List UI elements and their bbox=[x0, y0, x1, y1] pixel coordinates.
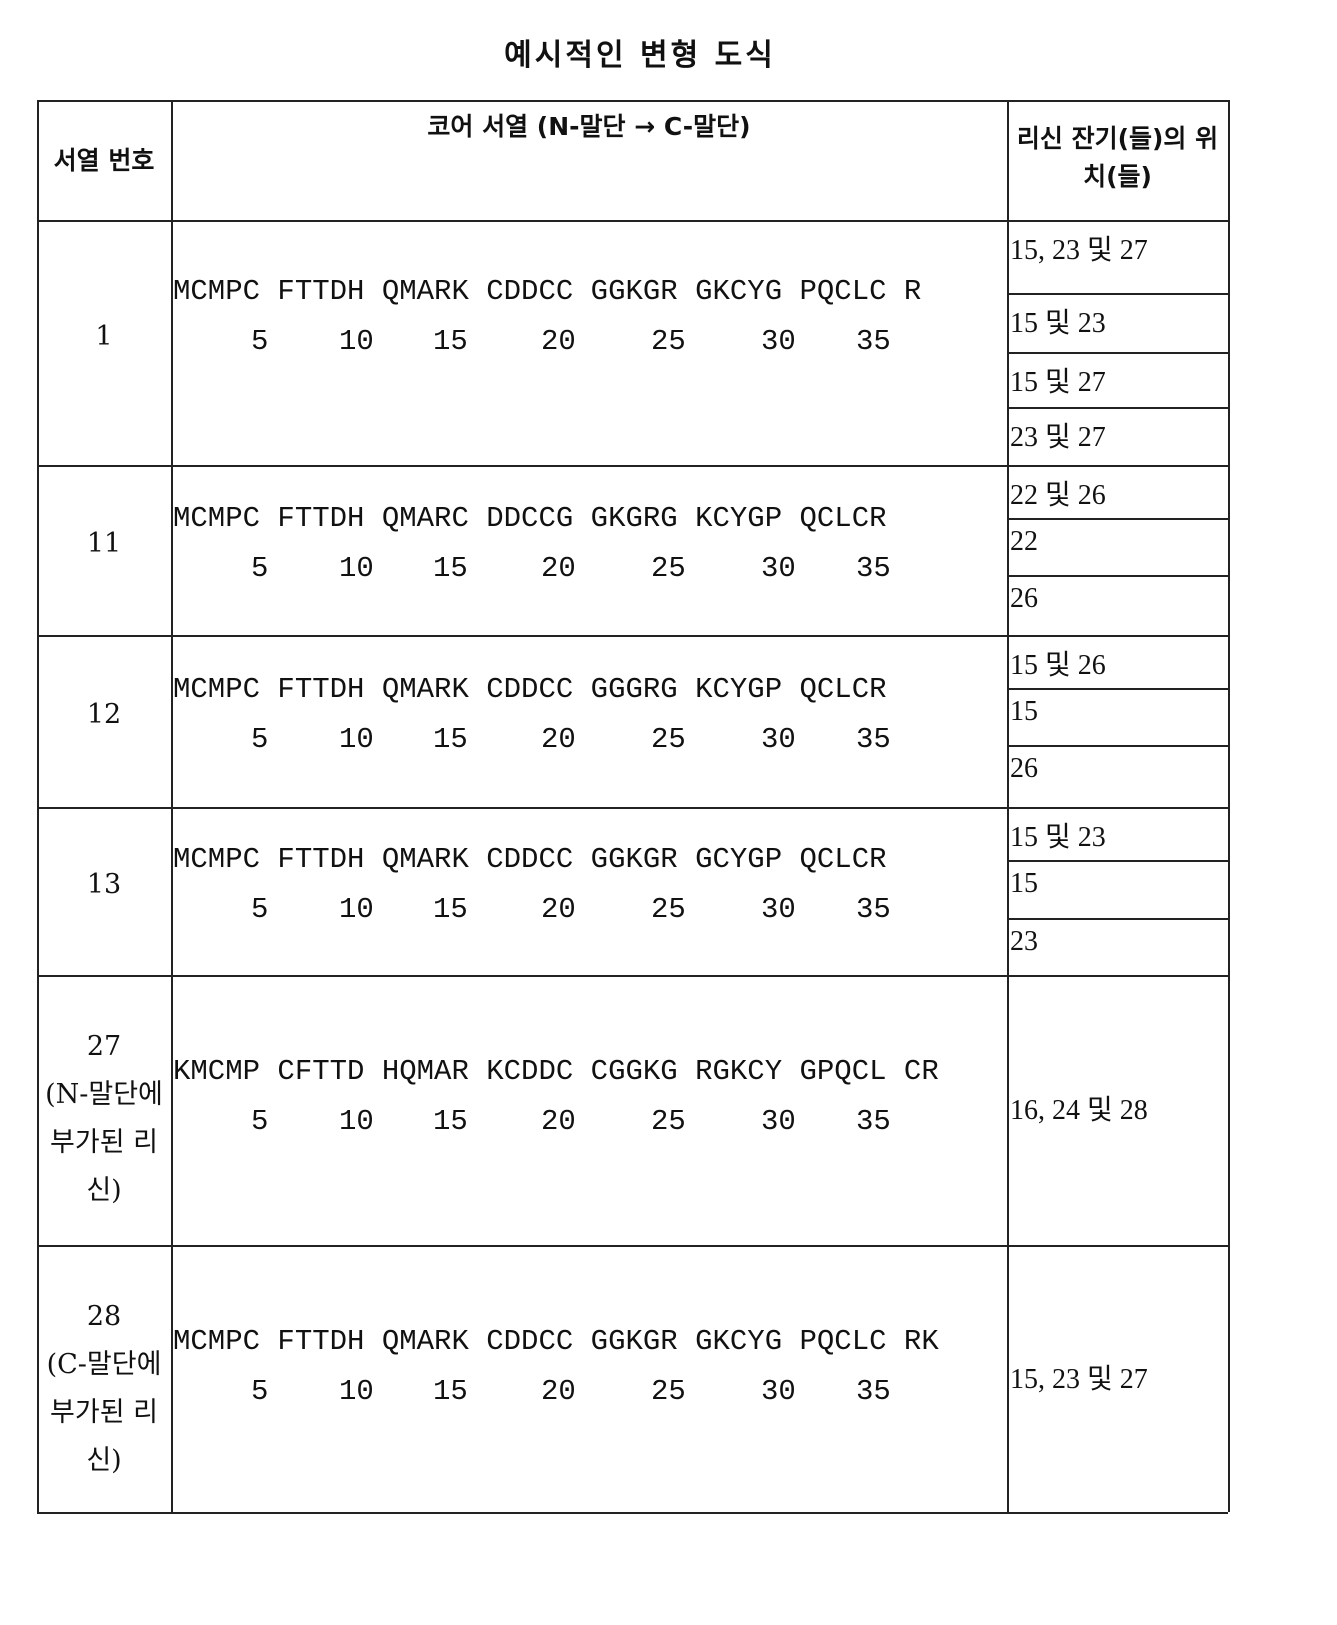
row-divider bbox=[37, 1245, 1228, 1247]
lysine-position: 15 및 23 bbox=[1010, 815, 1106, 855]
lysine-position: 15 및 27 bbox=[1010, 360, 1106, 400]
residue-number: 5 bbox=[251, 893, 268, 926]
residue-number: 30 bbox=[761, 723, 796, 756]
sub-row-divider bbox=[1007, 860, 1228, 862]
lysine-position: 26 bbox=[1010, 753, 1038, 785]
residue-number: 25 bbox=[651, 893, 686, 926]
lysine-position: 15 및 23 bbox=[1010, 301, 1106, 341]
sequence-text: MCMPC FTTDH QMARC DDCCG GKGRG KCYGP QCLC… bbox=[173, 502, 887, 535]
header-lysine-positions: 리신 잔기(들)의 위치(들) bbox=[1012, 120, 1223, 196]
row-divider bbox=[37, 807, 1228, 809]
lysine-position: 15 bbox=[1010, 868, 1038, 900]
page-title: 예시적인 변형 도식 bbox=[0, 30, 1280, 74]
residue-number: 15 bbox=[433, 1375, 468, 1408]
residue-number: 10 bbox=[339, 552, 374, 585]
residue-number: 20 bbox=[541, 552, 576, 585]
sub-row-divider bbox=[1007, 293, 1228, 295]
row-divider bbox=[37, 465, 1228, 467]
sequence-text: MCMPC FTTDH QMARK CDDCC GGKGR GCYGP QCLC… bbox=[173, 843, 887, 876]
sequence-id-number: 27 bbox=[37, 1023, 171, 1071]
residue-number: 20 bbox=[541, 1375, 576, 1408]
lysine-position: 15 및 26 bbox=[1010, 643, 1106, 683]
residue-number: 5 bbox=[251, 325, 268, 358]
column-divider bbox=[1228, 100, 1230, 1512]
sub-row-divider bbox=[1007, 518, 1228, 520]
sequence-id-note: (N-말단에 부가된 리신) bbox=[37, 1071, 171, 1215]
column-divider bbox=[1007, 100, 1009, 1512]
residue-number: 5 bbox=[251, 552, 268, 585]
residue-number: 20 bbox=[541, 325, 576, 358]
sequence-text: MCMPC FTTDH QMARK CDDCC GGKGR GKCYG PQCL… bbox=[173, 1325, 939, 1358]
lysine-position: 16, 24 및 28 bbox=[1010, 1088, 1148, 1128]
residue-number: 15 bbox=[433, 723, 468, 756]
sequence-text: MCMPC FTTDH QMARK CDDCC GGKGR GKCYG PQCL… bbox=[173, 275, 921, 308]
sub-row-divider bbox=[1007, 352, 1228, 354]
residue-number: 35 bbox=[856, 1105, 891, 1138]
column-divider bbox=[171, 100, 173, 1512]
residue-number: 30 bbox=[761, 893, 796, 926]
sub-row-divider bbox=[1007, 575, 1228, 577]
row-divider bbox=[37, 975, 1228, 977]
residue-number: 35 bbox=[856, 893, 891, 926]
sub-row-divider bbox=[1007, 407, 1228, 409]
lysine-position: 26 bbox=[1010, 583, 1038, 615]
residue-number: 10 bbox=[339, 723, 374, 756]
residue-number: 15 bbox=[433, 1105, 468, 1138]
header-core-sequence: 코어 서열 (N-말단 → C-말단) bbox=[171, 108, 1007, 146]
lysine-position: 15, 23 및 27 bbox=[1010, 228, 1148, 268]
sequence-id: 1 bbox=[37, 313, 171, 361]
residue-number: 5 bbox=[251, 1375, 268, 1408]
residue-number: 25 bbox=[651, 1105, 686, 1138]
residue-number: 25 bbox=[651, 1375, 686, 1408]
residue-number: 10 bbox=[339, 1375, 374, 1408]
residue-number: 10 bbox=[339, 325, 374, 358]
residue-number: 30 bbox=[761, 1105, 796, 1138]
residue-number: 5 bbox=[251, 1105, 268, 1138]
residue-number: 10 bbox=[339, 1105, 374, 1138]
header-divider bbox=[37, 220, 1228, 222]
residue-number: 15 bbox=[433, 325, 468, 358]
sequence-id: 11 bbox=[37, 520, 171, 568]
sequence-id: 13 bbox=[37, 861, 171, 909]
sub-row-divider bbox=[1007, 745, 1228, 747]
lysine-position: 22 bbox=[1010, 526, 1038, 558]
residue-number: 30 bbox=[761, 325, 796, 358]
residue-number: 35 bbox=[856, 552, 891, 585]
lysine-position: 15 bbox=[1010, 696, 1038, 728]
sequence-id: 12 bbox=[37, 691, 171, 739]
residue-number: 30 bbox=[761, 1375, 796, 1408]
row-divider bbox=[37, 1512, 1228, 1514]
residue-number: 30 bbox=[761, 552, 796, 585]
lysine-position: 23 및 27 bbox=[1010, 415, 1106, 455]
residue-number: 35 bbox=[856, 325, 891, 358]
residue-number: 10 bbox=[339, 893, 374, 926]
residue-number: 20 bbox=[541, 1105, 576, 1138]
sequence-id: 27(N-말단에 부가된 리신) bbox=[37, 1023, 171, 1215]
residue-number: 35 bbox=[856, 1375, 891, 1408]
residue-number: 25 bbox=[651, 325, 686, 358]
residue-number: 25 bbox=[651, 552, 686, 585]
sequence-text: KMCMP CFTTD HQMAR KCDDC CGGKG RGKCY GPQC… bbox=[173, 1055, 939, 1088]
residue-number: 15 bbox=[433, 893, 468, 926]
row-divider bbox=[37, 635, 1228, 637]
sequence-id-note: (C-말단에 부가된 리신) bbox=[37, 1341, 171, 1485]
lysine-position: 23 bbox=[1010, 926, 1038, 958]
residue-number: 25 bbox=[651, 723, 686, 756]
header-seq-no: 서열 번호 bbox=[37, 142, 171, 180]
lysine-position: 22 및 26 bbox=[1010, 473, 1106, 513]
sub-row-divider bbox=[1007, 688, 1228, 690]
sequence-id-number: 28 bbox=[37, 1293, 171, 1341]
lysine-position: 15, 23 및 27 bbox=[1010, 1357, 1148, 1397]
residue-number: 35 bbox=[856, 723, 891, 756]
residue-number: 5 bbox=[251, 723, 268, 756]
sequence-id: 28(C-말단에 부가된 리신) bbox=[37, 1293, 171, 1485]
residue-number: 20 bbox=[541, 723, 576, 756]
residue-number: 20 bbox=[541, 893, 576, 926]
sequence-text: MCMPC FTTDH QMARK CDDCC GGGRG KCYGP QCLC… bbox=[173, 673, 887, 706]
residue-number: 15 bbox=[433, 552, 468, 585]
table-border-top bbox=[37, 100, 1228, 102]
sub-row-divider bbox=[1007, 918, 1228, 920]
